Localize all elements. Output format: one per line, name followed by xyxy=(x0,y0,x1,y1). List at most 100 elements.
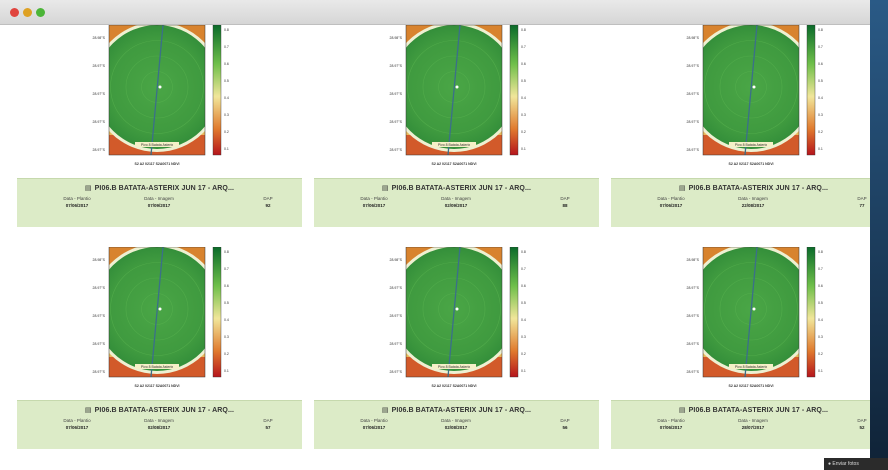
colorbar-tick-label: 0.8 xyxy=(521,28,526,32)
y-tick-label: 28.97°S xyxy=(687,286,700,290)
colorbar-tick-label: 0.3 xyxy=(224,335,229,339)
colorbar-tick-label: 0.5 xyxy=(224,79,229,83)
y-tick-label: 28.97°S xyxy=(390,92,403,96)
colorbar xyxy=(509,246,519,378)
y-tick-label: 28.97°S xyxy=(93,314,106,318)
card-title[interactable]: ▤ PI06.B BATATA-ASTERIX JUN 17 - ARQ... xyxy=(381,407,532,414)
colorbar-tick-label: 0.4 xyxy=(818,96,823,100)
ndvi-card[interactable]: Pivo 8 Batata Asterix 0.8 0.7 0.6 0.5 0.4 0.3… xyxy=(314,246,599,455)
image-date: Data - Imagem 02/09/2017 xyxy=(441,196,471,208)
card-title[interactable]: ▤ PI06.B BATATA-ASTERIX JUN 17 - ARQ... xyxy=(84,407,235,414)
colorbar-tick-label: 0.3 xyxy=(224,113,229,117)
colorbar xyxy=(212,24,222,156)
y-tick-label: 28.98°S xyxy=(390,36,403,40)
card-title[interactable]: ▤ PI06.B BATATA-ASTERIX JUN 17 - ARQ... xyxy=(678,407,829,414)
y-tick-label: 28.97°S xyxy=(687,314,700,318)
colorbar-tick-label: 0.4 xyxy=(224,318,229,322)
image-icon: ▤ xyxy=(84,185,92,192)
card-title[interactable]: ▤ PI06.B BATATA-ASTERIX JUN 17 - ARQ... xyxy=(678,185,829,192)
card-title[interactable]: ▤ PI06.B BATATA-ASTERIX JUN 17 - ARQ... xyxy=(84,185,235,192)
colorbar-tick-label: 0.4 xyxy=(521,318,526,322)
card-info-panel: ▤ PI06.B BATATA-ASTERIX JUN 17 - ARQ... D… xyxy=(314,400,599,449)
image-date: Data - Imagem 02/08/2017 xyxy=(144,418,174,430)
image-date: Data - Imagem 28/07/2017 xyxy=(738,418,768,430)
y-tick-label: 28.97°S xyxy=(687,148,700,152)
colorbar-tick-label: 0.7 xyxy=(521,45,526,49)
colorbar-tick-label: 0.8 xyxy=(521,250,526,254)
ndvi-card[interactable]: Pivo 8 Batata Asterix 0.8 0.7 0.6 0.5 0.4 0.3… xyxy=(314,24,599,233)
image-icon: ▤ xyxy=(84,407,92,414)
image-date: Data - Imagem 02/08/2017 xyxy=(441,418,471,430)
y-tick-label: 28.97°S xyxy=(687,64,700,68)
map-watermark: Pivo 8 Batata Asterix xyxy=(141,365,174,369)
map-watermark: Pivo 8 Batata Asterix xyxy=(438,143,471,147)
y-tick-label: 28.97°S xyxy=(93,120,106,124)
map-caption: S2 A2 02117 S2A0071 NDVI xyxy=(134,162,179,166)
colorbar-tick-label: 0.2 xyxy=(224,130,229,134)
map-watermark: Pivo 8 Batata Asterix xyxy=(141,143,174,147)
y-tick-label: 28.97°S xyxy=(390,64,403,68)
card-info-panel: ▤ PI06.B BATATA-ASTERIX JUN 17 - ARQ... D… xyxy=(17,400,302,449)
y-tick-label: 28.98°S xyxy=(93,258,106,262)
status-chip[interactable]: ● Enviar fotos xyxy=(824,458,888,470)
satellite-image xyxy=(406,25,502,155)
y-tick-label: 28.98°S xyxy=(390,258,403,262)
colorbar-tick-label: 0.5 xyxy=(521,79,526,83)
colorbar xyxy=(806,246,816,378)
colorbar-tick-label: 0.7 xyxy=(521,267,526,271)
chat-icon: ● xyxy=(828,461,833,467)
status-label: Enviar fotos xyxy=(832,461,859,467)
image-icon: ▤ xyxy=(381,407,389,414)
title-bar xyxy=(0,0,870,25)
map-caption: S2 A2 02117 S2A0071 NDVI xyxy=(134,384,179,388)
card-title[interactable]: ▤ PI06.B BATATA-ASTERIX JUN 17 - ARQ... xyxy=(381,185,532,192)
colorbar-tick-label: 0.4 xyxy=(818,318,823,322)
ndvi-card[interactable]: Pivo 8 Batata Asterix 0.8 0.7 0.6 0.5 0.4 0.3… xyxy=(17,24,302,233)
y-tick-label: 28.97°S xyxy=(390,286,403,290)
y-tick-label: 28.97°S xyxy=(390,342,403,346)
satellite-image xyxy=(109,247,205,377)
colorbar xyxy=(806,24,816,156)
colorbar-tick-label: 0.6 xyxy=(818,284,823,288)
y-tick-label: 28.97°S xyxy=(390,120,403,124)
y-tick-label: 28.97°S xyxy=(687,120,700,124)
ndvi-gallery: Pivo 8 Batata Asterix 0.8 0.7 0.6 0.5 0.4 0.3… xyxy=(0,24,870,470)
colorbar-tick-label: 0.1 xyxy=(818,147,823,151)
ndvi-card[interactable]: Pivo 8 Batata Asterix 0.8 0.7 0.6 0.5 0.4 0.3… xyxy=(611,246,870,455)
colorbar-tick-label: 0.8 xyxy=(224,28,229,32)
card-info-panel: ▤ PI06.B BATATA-ASTERIX JUN 17 - ARQ... D… xyxy=(611,400,870,449)
colorbar-tick-label: 0.1 xyxy=(224,369,229,373)
image-icon: ▤ xyxy=(381,185,389,192)
colorbar-tick-label: 0.8 xyxy=(224,250,229,254)
y-tick-label: 28.97°S xyxy=(687,92,700,96)
y-tick-label: 28.97°S xyxy=(93,92,106,96)
satellite-image xyxy=(703,247,799,377)
minimize-window-button[interactable] xyxy=(23,8,32,17)
colorbar-tick-label: 0.6 xyxy=(224,284,229,288)
dap-value: DAP 92 xyxy=(263,196,273,208)
planting-date: Data - Plantio 07/06/2017 xyxy=(63,418,91,430)
card-info-panel: ▤ PI06.B BATATA-ASTERIX JUN 17 - ARQ... D… xyxy=(17,178,302,227)
image-date: Data - Imagem 07/09/2017 xyxy=(144,196,174,208)
close-window-button[interactable] xyxy=(10,8,19,17)
y-tick-label: 28.97°S xyxy=(390,370,403,374)
ndvi-card[interactable]: Pivo 8 Batata Asterix 0.8 0.7 0.6 0.5 0.4 0.3… xyxy=(611,24,870,233)
planting-date: Data - Plantio 07/06/2017 xyxy=(360,196,388,208)
colorbar-tick-label: 0.3 xyxy=(521,335,526,339)
ndvi-card[interactable]: Pivo 8 Batata Asterix 0.8 0.7 0.6 0.5 0.4 0.3… xyxy=(17,246,302,455)
dap-value: DAP 56 xyxy=(560,418,570,430)
colorbar xyxy=(509,24,519,156)
card-info-panel: ▤ PI06.B BATATA-ASTERIX JUN 17 - ARQ... D… xyxy=(314,178,599,227)
colorbar-tick-label: 0.8 xyxy=(818,28,823,32)
ndvi-map: Pivo 8 Batata Asterix 0.8 0.7 0.6 0.5 0.4 0.3… xyxy=(17,24,302,185)
desktop-background xyxy=(870,0,888,470)
maximize-window-button[interactable] xyxy=(36,8,45,17)
ndvi-map: Pivo 8 Batata Asterix 0.8 0.7 0.6 0.5 0.4 0.3… xyxy=(314,24,599,185)
colorbar-tick-label: 0.2 xyxy=(224,352,229,356)
y-tick-label: 28.97°S xyxy=(93,370,106,374)
colorbar-tick-label: 0.6 xyxy=(521,62,526,66)
y-tick-label: 28.97°S xyxy=(93,64,106,68)
colorbar-tick-label: 0.8 xyxy=(818,250,823,254)
colorbar-tick-label: 0.5 xyxy=(224,301,229,305)
ndvi-map: Pivo 8 Batata Asterix 0.8 0.7 0.6 0.5 0.4 0.3… xyxy=(611,24,870,185)
